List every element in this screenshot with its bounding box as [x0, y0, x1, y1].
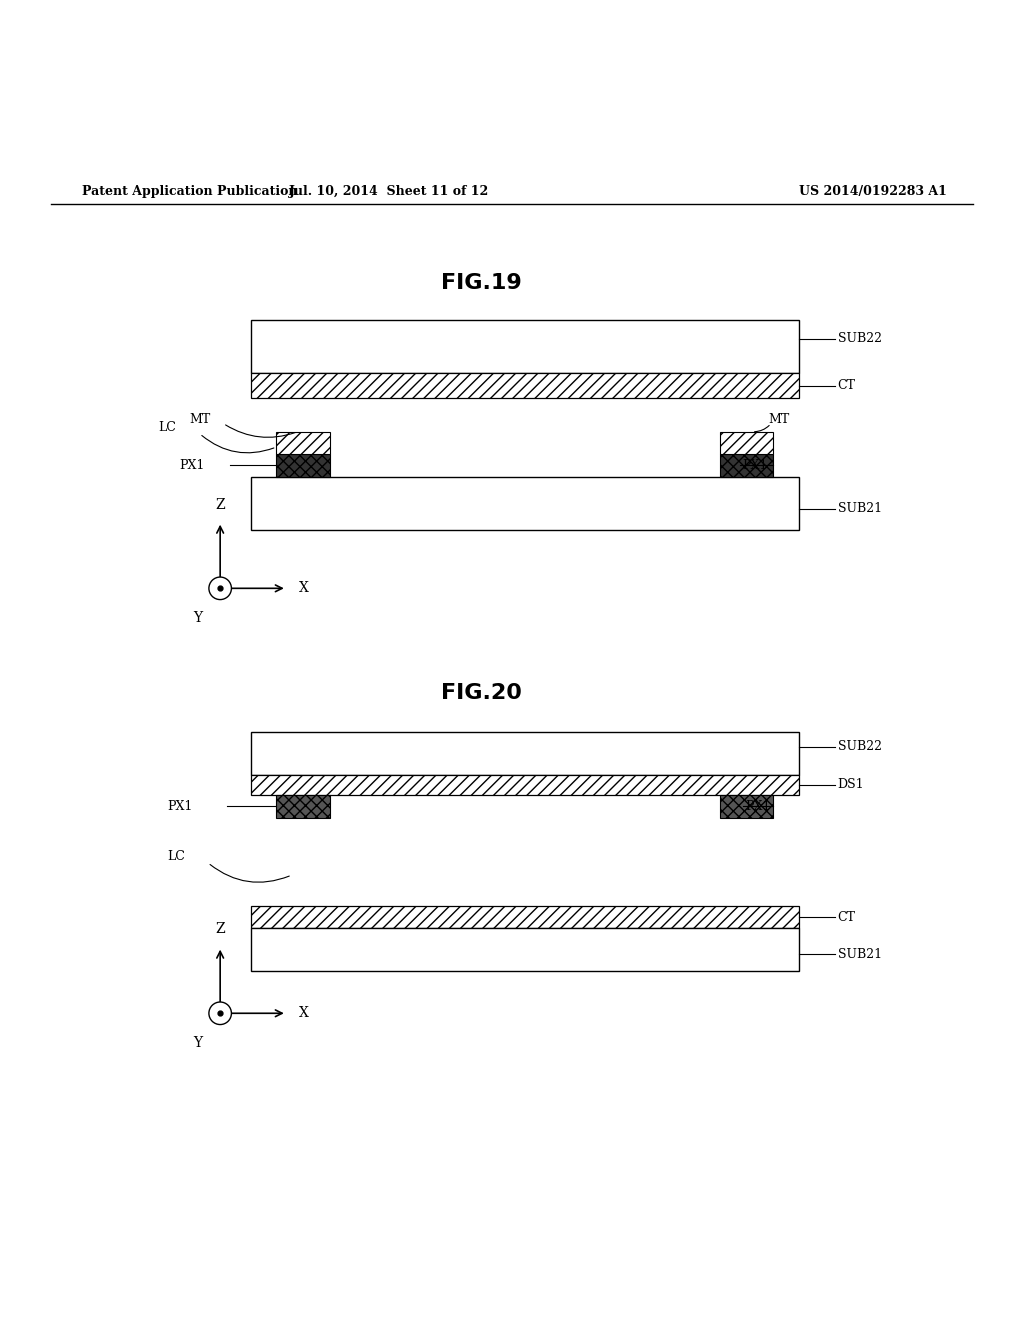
- Text: PX1: PX1: [745, 800, 771, 813]
- Bar: [720, 432, 773, 454]
- Bar: [251, 477, 799, 529]
- Text: LC: LC: [159, 421, 176, 434]
- Text: MT: MT: [189, 413, 211, 425]
- Text: CT: CT: [838, 911, 856, 924]
- Bar: [251, 374, 799, 397]
- Bar: [276, 432, 330, 454]
- Text: PX1: PX1: [167, 800, 193, 813]
- Text: SUB21: SUB21: [838, 502, 882, 515]
- Text: Z: Z: [215, 923, 225, 936]
- Text: Patent Application Publication: Patent Application Publication: [82, 185, 297, 198]
- Text: PX1: PX1: [179, 459, 205, 473]
- Text: Y: Y: [194, 611, 202, 624]
- Text: FIG.19: FIG.19: [441, 273, 521, 293]
- Text: DS1: DS1: [838, 779, 864, 792]
- Text: SUB21: SUB21: [838, 948, 882, 961]
- Text: CT: CT: [838, 379, 856, 392]
- Bar: [251, 731, 799, 775]
- Bar: [720, 454, 773, 477]
- Bar: [251, 906, 799, 928]
- Bar: [276, 454, 330, 477]
- Circle shape: [209, 577, 231, 599]
- Bar: [251, 775, 799, 795]
- Bar: [251, 319, 799, 374]
- Text: FIG.20: FIG.20: [441, 682, 521, 702]
- Text: Y: Y: [194, 1036, 202, 1049]
- Bar: [276, 795, 330, 817]
- Text: US 2014/0192283 A1: US 2014/0192283 A1: [799, 185, 946, 198]
- Bar: [251, 928, 799, 972]
- Text: X: X: [299, 1006, 309, 1020]
- Text: PX1: PX1: [742, 459, 768, 473]
- Circle shape: [209, 1002, 231, 1024]
- Text: Z: Z: [215, 498, 225, 512]
- Text: SUB22: SUB22: [838, 741, 882, 754]
- Text: MT: MT: [768, 413, 790, 425]
- Text: SUB22: SUB22: [838, 333, 882, 345]
- Text: LC: LC: [167, 850, 184, 863]
- Text: X: X: [299, 581, 309, 595]
- Text: Jul. 10, 2014  Sheet 11 of 12: Jul. 10, 2014 Sheet 11 of 12: [289, 185, 489, 198]
- Bar: [720, 795, 773, 817]
